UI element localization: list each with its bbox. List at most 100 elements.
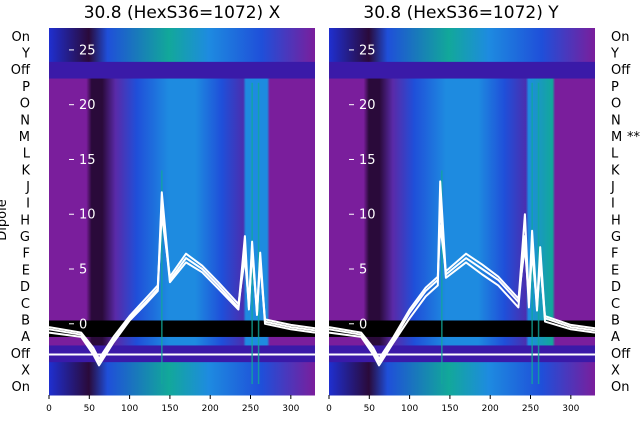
- row-label-p: P: [22, 80, 30, 95]
- heatmap-row-p-18: [329, 78, 595, 96]
- heatmap-row-o-17: [49, 94, 315, 112]
- heatmap-row-on-21: [49, 28, 315, 46]
- heatmap-row-d-6: [329, 278, 595, 296]
- x-tick-label: 50: [84, 404, 96, 414]
- x-tick-label: 300: [562, 404, 579, 414]
- row-label-n: N: [611, 113, 621, 128]
- x-tick-label: 250: [242, 404, 259, 414]
- y-tick-label: 20: [359, 98, 376, 113]
- row-label-on: On: [12, 380, 30, 395]
- row-label-e: E: [611, 263, 619, 278]
- heatmap-row-m-15: [329, 128, 595, 146]
- x-tick-label: 250: [522, 404, 539, 414]
- row-label-n: N: [20, 113, 30, 128]
- y-tick-label: 0: [79, 317, 87, 332]
- row-label-y: Y: [610, 47, 619, 62]
- row-label-j: J: [25, 180, 30, 195]
- row-label-e: E: [22, 263, 30, 278]
- heatmap-row-h-10: [49, 211, 315, 229]
- x-tick-label: 150: [161, 404, 178, 414]
- row-label-off: Off: [11, 63, 31, 78]
- heatmap-row-j-12: [49, 178, 315, 196]
- heatmap-row-n-16: [49, 111, 315, 129]
- heatmap-row-y-20: [49, 44, 315, 62]
- y-tick-label: 20: [79, 98, 96, 113]
- row-label-a: A: [611, 330, 620, 345]
- x-tick-label: 50: [364, 404, 376, 414]
- heatmap-row-h-10: [329, 211, 595, 229]
- row-label-p: P: [611, 80, 619, 95]
- row-label-b: B: [21, 313, 30, 328]
- y-tick-label: 15: [359, 153, 376, 168]
- heatmap-row-j-12: [329, 178, 595, 196]
- row-label-l: L: [23, 147, 31, 162]
- heatmap-row-l-14: [49, 144, 315, 162]
- heatmap-row-l-14: [329, 144, 595, 162]
- row-label-d: D: [611, 280, 621, 295]
- heatmap-row-f-8: [49, 244, 315, 263]
- row-label-o: O: [611, 97, 621, 112]
- row-label-off: Off: [611, 63, 631, 78]
- y-tick-label: 5: [359, 263, 367, 278]
- y-tick-label: 0: [359, 317, 367, 332]
- x-tick-label: 300: [282, 404, 299, 414]
- row-label-on: On: [611, 30, 629, 45]
- y-tick-label: 5: [79, 263, 87, 278]
- heatmap-row-on-21: [329, 28, 595, 46]
- heatmap-row-d-6: [49, 278, 315, 296]
- row-label-c: C: [21, 297, 30, 312]
- row-label-a: A: [21, 330, 30, 345]
- heatmap-row-i-11: [49, 194, 315, 212]
- row-label-f: F: [611, 247, 618, 262]
- row-label-g: G: [611, 230, 621, 245]
- zero-band: [329, 320, 595, 337]
- heatmap-row-i-11: [329, 194, 595, 212]
- row-label-m: M: [19, 130, 30, 145]
- y-axis-label: Dipole: [0, 199, 10, 240]
- row-label-k: K: [611, 163, 620, 178]
- row-label-x: X: [21, 363, 30, 378]
- heatmap-row-c-5: [49, 294, 315, 313]
- row-label-d: D: [20, 280, 30, 295]
- heatmap-row-e-7: [49, 261, 315, 279]
- series-line-2: [48, 213, 316, 360]
- heatmap-row-g-9: [329, 228, 595, 246]
- row-label-f: F: [23, 247, 30, 262]
- y-tick-label: 15: [79, 153, 96, 168]
- row-label-b: B: [611, 313, 620, 328]
- row-label-h: H: [611, 213, 621, 228]
- x-tick-label: 0: [46, 404, 52, 414]
- heatmap-row-k-13: [329, 161, 595, 179]
- x-tick-label: 200: [202, 404, 219, 414]
- y-tick-label: 25: [359, 43, 376, 58]
- row-label-x: X: [611, 363, 620, 378]
- heatmap-row-g-9: [49, 228, 315, 246]
- heatmap-row-f-8: [329, 244, 595, 263]
- heatmap-row-c-5: [329, 294, 595, 313]
- x-tick-label: 150: [441, 404, 458, 414]
- row-label-i: I: [26, 197, 30, 212]
- heatmap-row-n-16: [329, 111, 595, 129]
- row-label-j: J: [610, 180, 615, 195]
- row-label-k: K: [21, 163, 30, 178]
- row-label-o: O: [20, 97, 30, 112]
- row-label-on: On: [611, 380, 629, 395]
- y-tick-label: 10: [79, 208, 96, 223]
- row-label-i: I: [611, 197, 615, 212]
- heatmap-row-on-0: [329, 378, 595, 396]
- heatmap-row-y-20: [329, 44, 595, 62]
- heatmap-row-x-1: [329, 361, 595, 379]
- row-marker: **: [627, 130, 640, 145]
- heatmap-row-m-15: [49, 128, 315, 146]
- row-label-h: H: [20, 213, 30, 228]
- x-tick-label: 100: [401, 404, 418, 414]
- heatmap-row-on-0: [49, 378, 315, 396]
- row-label-m: M: [611, 130, 622, 145]
- row-label-off: Off: [611, 347, 631, 362]
- series-line-2: [328, 224, 596, 360]
- row-label-off: Off: [11, 347, 31, 362]
- heatmap-row-off-19: [329, 61, 595, 79]
- row-label-y: Y: [21, 47, 30, 62]
